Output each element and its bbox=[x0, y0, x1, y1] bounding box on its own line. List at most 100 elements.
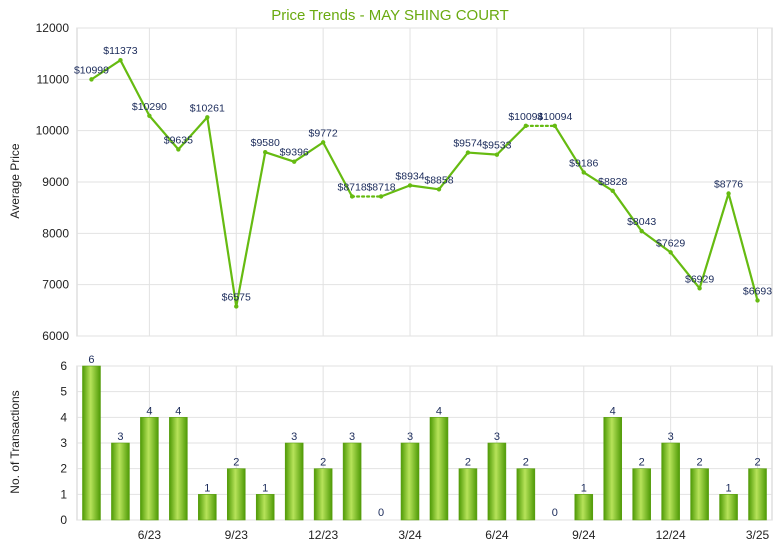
bar-value-label: 2 bbox=[320, 457, 326, 469]
price-value-label: $10261 bbox=[190, 102, 225, 114]
price-line-segment bbox=[90, 59, 122, 81]
price-value-label: $8934 bbox=[395, 170, 424, 182]
price-point bbox=[697, 286, 702, 291]
transaction-bar bbox=[255, 494, 275, 521]
transaction-bar bbox=[111, 442, 130, 521]
price-tick-label: 9000 bbox=[42, 175, 69, 189]
price-line-segment bbox=[727, 192, 759, 302]
price-line-segment bbox=[640, 230, 672, 254]
price-value-label: $10094 bbox=[537, 111, 572, 123]
transaction-bar bbox=[82, 365, 101, 521]
price-value-label: $6693 bbox=[743, 285, 772, 297]
bar-value-label: 2 bbox=[639, 457, 645, 469]
price-line-segment bbox=[669, 251, 701, 290]
x-tick-label: 12/24 bbox=[656, 528, 686, 542]
price-value-label: $9574 bbox=[453, 138, 482, 150]
bar-value-label: 2 bbox=[754, 457, 760, 469]
transactions-tick-label: 1 bbox=[60, 487, 67, 501]
transactions-tick-label: 6 bbox=[60, 359, 67, 373]
bar-value-label: 2 bbox=[523, 457, 529, 469]
price-value-label: $8828 bbox=[598, 176, 627, 188]
transactions-tick-label: 4 bbox=[60, 410, 67, 424]
price-line-segment bbox=[264, 151, 296, 163]
x-tick-label: 6/24 bbox=[485, 528, 509, 542]
bar-value-label: 1 bbox=[262, 482, 268, 494]
price-point bbox=[523, 123, 529, 129]
price-value-label: $9635 bbox=[164, 134, 193, 146]
price-line-segment bbox=[495, 124, 527, 156]
price-point bbox=[320, 140, 326, 145]
price-point bbox=[349, 194, 355, 199]
price-point bbox=[176, 147, 181, 152]
x-tick-label: 9/23 bbox=[225, 528, 249, 542]
price-line-segment bbox=[466, 151, 498, 156]
bar-value-label: 3 bbox=[407, 431, 413, 443]
price-value-label: $8718 bbox=[338, 181, 367, 193]
price-value-label: $8858 bbox=[424, 174, 453, 186]
price-line-segment bbox=[698, 192, 730, 290]
x-tick-label: 9/24 bbox=[572, 528, 596, 542]
bar-value-label: 4 bbox=[146, 405, 152, 417]
price-value-label: $10290 bbox=[132, 101, 167, 113]
price-line-segment bbox=[379, 184, 412, 198]
price-point bbox=[465, 150, 471, 155]
transactions-tick-label: 2 bbox=[60, 462, 67, 476]
price-line-segment bbox=[119, 59, 151, 117]
price-tick-label: 8000 bbox=[42, 226, 69, 240]
bar-value-label: 2 bbox=[233, 457, 239, 469]
price-point bbox=[552, 123, 558, 129]
price-line-segment bbox=[148, 114, 180, 151]
transaction-bar bbox=[284, 442, 304, 521]
price-line-segment bbox=[177, 116, 209, 151]
price-value-label: $9533 bbox=[482, 140, 511, 152]
bar-value-label: 3 bbox=[291, 431, 297, 443]
transaction-bar bbox=[169, 417, 188, 521]
price-point bbox=[234, 304, 239, 309]
price-point bbox=[291, 159, 297, 164]
transaction-bar bbox=[198, 494, 217, 521]
price-point bbox=[494, 152, 500, 157]
transaction-bar bbox=[748, 468, 767, 521]
bar-value-label: 0 bbox=[552, 507, 558, 519]
price-point bbox=[205, 115, 210, 120]
price-value-label: $9772 bbox=[309, 127, 338, 139]
bar-value-label: 3 bbox=[668, 431, 674, 443]
price-point bbox=[581, 170, 586, 175]
transaction-bar bbox=[487, 442, 507, 521]
price-point bbox=[147, 113, 152, 118]
price-value-label: $9396 bbox=[280, 147, 309, 159]
transaction-bar bbox=[661, 442, 680, 521]
price-point bbox=[118, 57, 123, 63]
price-line-segment bbox=[582, 171, 614, 192]
bar-value-label: 2 bbox=[697, 457, 703, 469]
bar-value-label: 4 bbox=[175, 405, 181, 417]
bar-value-label: 3 bbox=[117, 431, 123, 443]
price-tick-label: 11000 bbox=[37, 72, 70, 86]
bar-value-label: 3 bbox=[349, 431, 355, 443]
price-value-label: $9186 bbox=[569, 157, 598, 169]
price-value-label: $9580 bbox=[251, 137, 280, 149]
bar-value-label: 4 bbox=[610, 405, 616, 417]
price-line-segment bbox=[437, 151, 470, 191]
price-point bbox=[755, 298, 760, 303]
price-value-label: $10094 bbox=[508, 111, 543, 123]
bar-value-label: 2 bbox=[465, 457, 471, 469]
price-point bbox=[263, 150, 268, 155]
price-value-label: $10999 bbox=[74, 64, 109, 76]
price-line-segment bbox=[206, 116, 238, 308]
price-value-label: $8718 bbox=[366, 181, 395, 193]
transaction-bar bbox=[226, 468, 246, 521]
bar-value-label: 1 bbox=[581, 482, 587, 494]
transaction-bar bbox=[603, 417, 623, 521]
price-tick-label: 10000 bbox=[36, 124, 70, 138]
transaction-bar bbox=[140, 417, 159, 521]
x-tick-label: 3/24 bbox=[398, 528, 422, 542]
bar-value-label: 1 bbox=[726, 482, 732, 494]
transaction-bar bbox=[574, 494, 594, 521]
price-point bbox=[610, 188, 615, 194]
bar-value-label: 3 bbox=[494, 431, 500, 443]
price-line-segment bbox=[293, 141, 325, 163]
price-tick-label: 7000 bbox=[42, 278, 69, 292]
